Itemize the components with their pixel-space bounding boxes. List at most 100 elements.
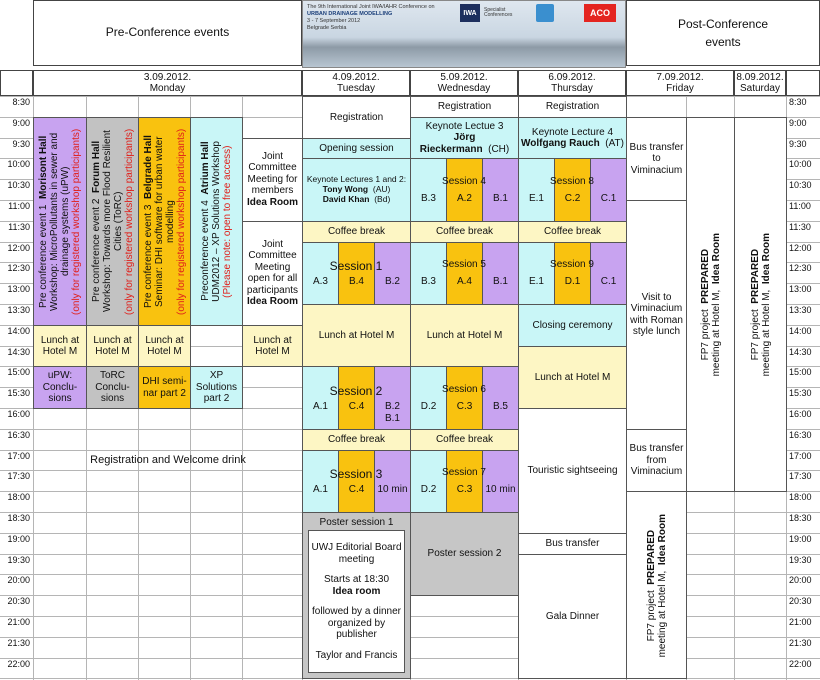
event-line: Coffee break [327, 433, 386, 445]
event-line-block: UDM2012 – XP Solutions Workshop [211, 141, 222, 302]
event: Joint Committee Meeting open for all par… [242, 220, 303, 326]
room-text: D.2 [420, 401, 437, 413]
event-line: Joint Committee Meeting for members [247, 150, 298, 197]
event-line: (Bd) [374, 193, 391, 204]
event: Lunch at Hotel M [410, 304, 519, 368]
event-text: Lunch at Hotel M [243, 334, 302, 359]
event-line: David Khan [322, 193, 370, 204]
event-line-block: Lunch at Hotel M [35, 335, 85, 358]
event-line-block: (only for registered workshop participan… [71, 119, 82, 324]
event-line: Gala Dinner [545, 610, 600, 622]
event-line-block: nar part 2 [142, 388, 186, 400]
event-line: Lunch at Hotel M [534, 371, 611, 383]
event-line: Bus transfer from Viminacium [629, 443, 684, 478]
event-line: Keynote Lectures 1 and 2: [306, 174, 407, 185]
time-label: 10:30 [789, 180, 812, 191]
event-text: Coffee break [543, 225, 602, 239]
room-label: A.1 [313, 484, 328, 496]
room-label: D.2 [421, 401, 437, 413]
event-line-block: Coffee break [436, 226, 493, 238]
day-date: 8.09.2012. [736, 71, 784, 83]
event-line: PREPARED [645, 529, 657, 585]
event-line: PREPARED [699, 248, 711, 304]
event-line-block: Jörg Rieckermann (CH) [412, 132, 517, 155]
event-text: Keynote Lecture 4 Wolfgang Rauch (AT) [520, 126, 625, 151]
event-line-block: Workshop: Towards more Flood Resilient C… [102, 119, 124, 324]
day-name: Monday [149, 83, 186, 94]
logo-mark [536, 4, 554, 22]
event-line-block: Touristic sightseeing [527, 465, 617, 477]
event-line: Idea Room [760, 232, 772, 284]
event-line: sions [48, 393, 72, 405]
room-text: E.1 [528, 276, 544, 288]
time-label: 9:00 [789, 117, 807, 128]
day-header: 3.09.2012. Monday [33, 70, 302, 96]
event-text: Lunch at Hotel M [87, 334, 138, 359]
event: Lunch at Hotel M [33, 324, 87, 368]
banner-line: Belgrade Serbia [307, 24, 347, 31]
event-line: Visit to Viminacium with Roman style lun… [630, 291, 683, 338]
event-line-block: Solutions [196, 382, 237, 394]
time-label: 12:30 [789, 263, 812, 274]
event-line-block: Lunch at Hotel M [244, 335, 301, 358]
event-text: Coffee break [435, 225, 494, 239]
logo: IWA [460, 4, 480, 22]
event-text: FP7 project PREPARED meeting at Hotel M, … [699, 232, 723, 377]
event-text: Joint Committee Meeting for members Idea … [243, 150, 302, 210]
session-room: C.2 [554, 158, 591, 222]
event-text: FP7 project PREPARED meeting at Hotel M, … [645, 513, 669, 658]
event-line: Forum Hall [90, 140, 102, 193]
event-line-block: meeting at Hotel M, Idea Room [711, 233, 722, 376]
room-text: C.1 [600, 276, 617, 288]
room-label: B.1 [493, 276, 508, 288]
event: Registration and Welcome drink [33, 408, 303, 513]
event-line-block: Visit to Viminacium with Roman style lun… [628, 292, 685, 338]
event-line-block: Registration and Welcome drink [90, 454, 246, 467]
time-label: 8:30 [789, 97, 807, 107]
event-line: Poster session 2 [427, 548, 502, 560]
event: Bus transfer from Viminacium [626, 428, 687, 493]
event-line: XP [209, 370, 224, 382]
time-label: 11:00 [8, 201, 30, 211]
pre-conference-header: Pre-Conference events [33, 0, 302, 66]
room-text: B.3 [420, 276, 436, 288]
event-line: Wolfgang Rauch [521, 138, 600, 150]
event-text: Lunch at Hotel M [34, 334, 86, 359]
room-label: B.1 [493, 193, 508, 205]
event: Closing ceremony [518, 304, 627, 347]
logo: Specialist Conferences [484, 6, 513, 18]
event-line-block: Coffee break [328, 226, 385, 238]
event: Lunch at Hotel M [242, 324, 303, 368]
event: Registration [518, 96, 627, 118]
time-label: 11:30 [789, 221, 811, 232]
event-text: Visit to Viminacium with Roman style lun… [627, 291, 686, 339]
event-line: Idea Room [246, 196, 299, 208]
event-line-block: Tony Wong (AU) [307, 184, 406, 195]
session-room: B.2 B.1 [374, 366, 411, 430]
room-label: D.2 [421, 484, 437, 496]
room-text: B.5 [492, 401, 508, 413]
event: Gala Dinner [518, 553, 627, 680]
event-text: DHI semi-nar part 2 [141, 375, 187, 400]
time-label: 18:00 [7, 492, 30, 503]
banner-line: The 9th International Joint IWA/IAHR Con… [307, 4, 435, 10]
time-label: 19:30 [789, 554, 812, 565]
event-line-block: Lunch at Hotel M [88, 335, 137, 358]
time-label: 9:30 [789, 138, 807, 149]
event-line: Lunch at Hotel M [426, 329, 503, 341]
time-label: 12:00 [789, 242, 812, 253]
event: Poster session 2 [410, 512, 519, 597]
room-text: A.2 [456, 193, 472, 205]
event: Coffee break [302, 428, 411, 451]
event-line-block: Lunch at Hotel M [427, 330, 503, 342]
room-label: C.4 [349, 484, 365, 496]
event-line: Lunch at Hotel M [253, 334, 292, 358]
time-label: 19:30 [7, 554, 30, 565]
event: Lunch at Hotel M [518, 345, 627, 409]
day-date: 5.09.2012. [440, 71, 488, 83]
event-line: (Please note: open to free access) [222, 145, 233, 298]
event-line-block: Registration [330, 112, 383, 124]
event-line-block: (only for registered workshop participan… [124, 119, 135, 324]
event: Visit to Viminacium with Roman style lun… [626, 200, 687, 430]
